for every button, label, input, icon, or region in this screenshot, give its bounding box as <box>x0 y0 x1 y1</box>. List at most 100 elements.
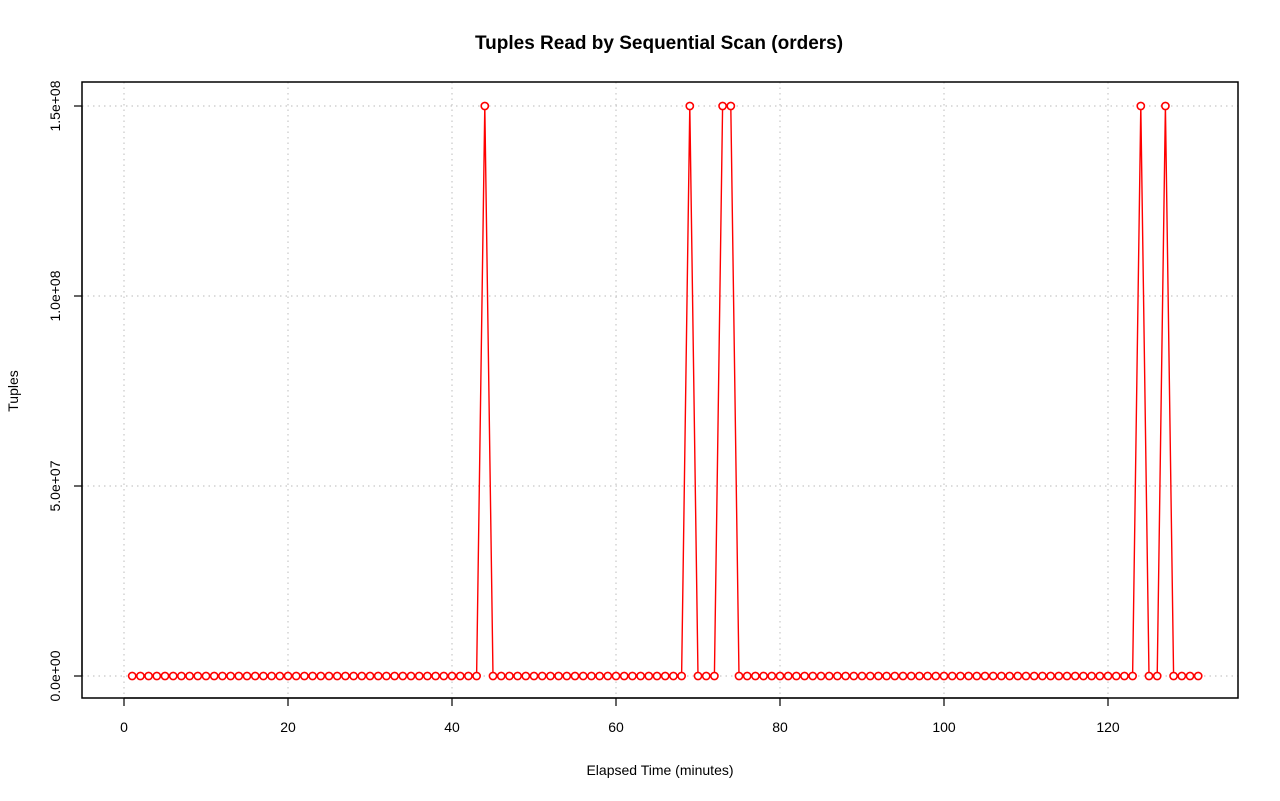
data-point <box>669 671 678 681</box>
data-point <box>759 671 768 681</box>
data-point <box>890 671 900 681</box>
data-point <box>833 671 842 681</box>
data-point <box>226 671 235 681</box>
data-point <box>972 671 982 681</box>
data-point <box>185 671 194 681</box>
data-point <box>1087 671 1096 681</box>
data-point <box>1169 671 1178 681</box>
data-point <box>767 671 777 681</box>
data-point <box>619 671 629 681</box>
data-point <box>988 671 998 681</box>
data-point <box>1128 671 1137 681</box>
data-point <box>742 671 752 681</box>
data-point <box>299 671 309 681</box>
data-point <box>800 671 809 681</box>
data-point <box>406 671 416 681</box>
data-point <box>390 671 399 681</box>
data-point <box>275 671 285 681</box>
data-point <box>193 671 203 681</box>
data-point <box>365 671 375 681</box>
data-point <box>595 671 604 681</box>
data-point <box>980 671 990 681</box>
x-tick-label: 100 <box>932 719 956 735</box>
data-point <box>1013 671 1023 681</box>
data-point <box>546 671 555 681</box>
data-point <box>217 671 227 681</box>
data-point <box>685 101 695 111</box>
x-tick-label: 80 <box>772 719 788 735</box>
data-point <box>898 671 908 681</box>
data-point <box>201 671 211 681</box>
data-point <box>792 671 801 681</box>
data-point <box>496 671 506 681</box>
y-tick-label: 5.0e+07 <box>47 460 63 511</box>
data-point <box>332 671 342 681</box>
data-point <box>176 671 186 681</box>
chart-title: Tuples Read by Sequential Scan (orders) <box>475 33 843 54</box>
x-tick-label: 120 <box>1096 719 1120 735</box>
data-point <box>1161 101 1170 111</box>
series <box>127 101 1203 681</box>
data-point <box>915 671 924 681</box>
data-point <box>1021 671 1031 681</box>
data-point <box>316 671 326 681</box>
data-point <box>644 671 654 681</box>
data-point <box>529 671 539 681</box>
data-point <box>1103 671 1113 681</box>
series-line <box>132 105 1199 677</box>
data-point <box>726 101 736 111</box>
data-point <box>660 671 670 681</box>
data-point <box>751 671 760 681</box>
data-point <box>1120 671 1129 681</box>
x-tick-label: 0 <box>120 719 128 735</box>
data-point <box>1095 671 1105 681</box>
grid <box>82 82 1238 698</box>
data-point <box>1185 671 1195 681</box>
data-point <box>1070 671 1080 681</box>
data-point <box>1079 671 1088 681</box>
data-point <box>308 671 317 681</box>
data-point <box>234 671 244 681</box>
x-axis-label: Elapsed Time (minutes) <box>586 762 733 778</box>
data-point <box>1038 671 1047 681</box>
y-tick-label: 0.0e+00 <box>47 650 63 701</box>
data-point <box>857 671 867 681</box>
data-point <box>882 671 891 681</box>
data-point <box>1046 671 1055 681</box>
data-point <box>480 101 490 111</box>
data-point <box>414 671 424 681</box>
data-point <box>587 671 596 681</box>
data-point <box>1136 101 1146 111</box>
data-point <box>1029 671 1039 681</box>
data-point <box>447 671 457 681</box>
data-point <box>258 671 268 681</box>
x-axis: 0 20 40 60 80 100 120 <box>120 697 1120 735</box>
plot-frame <box>81 81 1239 699</box>
data-point <box>816 671 826 681</box>
data-point <box>554 671 563 681</box>
y-axis: 0.0e+00 5.0e+07 1.0e+08 1.5e+08 <box>47 80 83 702</box>
data-point <box>431 671 440 681</box>
data-point <box>1111 671 1121 681</box>
data-point <box>373 671 383 681</box>
data-point <box>455 671 465 681</box>
data-point <box>537 671 547 681</box>
data-point <box>808 671 818 681</box>
data-point <box>710 671 719 681</box>
data-point <box>824 671 834 681</box>
data-point <box>1005 671 1014 681</box>
data-point <box>636 671 645 681</box>
data-point <box>923 671 932 681</box>
data-point <box>250 671 260 681</box>
data-point <box>841 671 850 681</box>
data-point <box>472 671 481 681</box>
y-tick-label: 1.0e+08 <box>47 270 63 321</box>
data-point <box>160 671 170 681</box>
data-point <box>677 671 686 681</box>
data-point <box>718 101 727 111</box>
data-point <box>504 671 514 681</box>
data-point <box>603 671 613 681</box>
data-point <box>340 671 350 681</box>
data-point <box>381 671 391 681</box>
